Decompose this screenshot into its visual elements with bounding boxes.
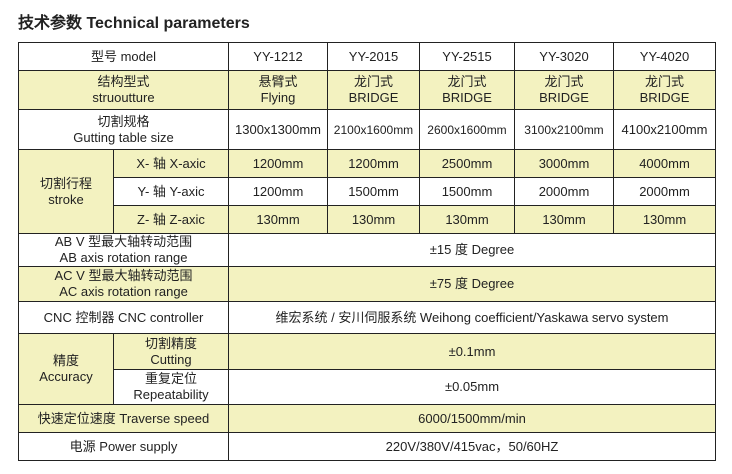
- label-en: AC axis rotation range: [59, 284, 188, 299]
- stroke-z-label: Z- 轴 Z-axic: [113, 205, 229, 234]
- stroke-y-label: Y- 轴 Y-axic: [113, 177, 229, 206]
- table-size-label: 切割规格 Gutting table size: [18, 109, 229, 150]
- label-en: Accuracy: [39, 369, 93, 384]
- stroke-y-4: 2000mm: [514, 177, 614, 206]
- row-power: 电源 Power supply 220V/380V/415vac，50/60HZ: [18, 432, 716, 461]
- label-cn: 结构型式: [97, 74, 150, 89]
- stroke-label: 切割行程 stroke: [18, 149, 114, 234]
- label-en: struoutture: [92, 90, 155, 105]
- row-model: 型号 model YY-1212 YY-2015 YY-2515 YY-3020…: [18, 42, 716, 71]
- stroke-y-3: 1500mm: [419, 177, 515, 206]
- structure-2: 龙门式 BRIDGE: [327, 70, 420, 110]
- row-stroke-x: 切割行程 stroke X- 轴 X-axic 1200mm 1200mm 250…: [18, 149, 716, 234]
- ac-value: ±75 度 Degree: [228, 266, 716, 302]
- table-size-4: 3100x2100mm: [514, 109, 614, 150]
- label-cn: 重复定位: [144, 371, 197, 386]
- model-2: YY-2015: [327, 42, 420, 71]
- stroke-x-2: 1200mm: [327, 149, 420, 178]
- row-table-size: 切割规格 Gutting table size 1300x1300mm 2100x…: [18, 109, 716, 150]
- row-traverse: 快速定位速度 Traverse speed 6000/1500mm/min: [18, 404, 716, 433]
- label-en: Gutting table size: [73, 129, 174, 145]
- stroke-y-2: 1500mm: [327, 177, 420, 206]
- cnc-value: 维宏系统 / 安川伺服系统 Weihong coefficient/Yaskaw…: [228, 301, 716, 334]
- row-structure: 结构型式 struoutture 悬臂式 Flying 龙门式 BRIDGE 龙门式 B…: [18, 70, 716, 110]
- row-cnc: CNC 控制器 CNC controller 维宏系统 / 安川伺服系统 Wei…: [18, 301, 716, 334]
- label-cn: 精度: [52, 353, 79, 368]
- cnc-label: CNC 控制器 CNC controller: [18, 301, 229, 334]
- row-stroke-y: Y- 轴 Y-axic 1200mm 1500mm 1500mm 2000mm …: [19, 177, 716, 206]
- en: BRIDGE: [442, 90, 492, 105]
- label-cn: 切割精度: [144, 335, 197, 351]
- structure-4: 龙门式 BRIDGE: [514, 70, 614, 110]
- label-en: AB axis rotation range: [59, 250, 188, 265]
- power-label: 电源 Power supply: [18, 432, 229, 461]
- row-stroke-z: Z- 轴 Z-axic 130mm 130mm 130mm 130mm 130m…: [19, 205, 716, 234]
- row-ac: AC V 型最大轴转动范围 AC axis rotation range ±75 …: [18, 266, 716, 302]
- label-en: Cutting: [150, 351, 192, 367]
- label-cn: 切割行程: [39, 175, 92, 191]
- cn: 龙门式: [644, 74, 684, 89]
- cn: 龙门式: [353, 74, 393, 89]
- row-ab: AB V 型最大轴转动范围 AB axis rotation range ±15 …: [18, 233, 716, 267]
- en: BRIDGE: [348, 90, 399, 105]
- structure-3: 龙门式 BRIDGE: [419, 70, 515, 110]
- repeatability-label: 重复定位 Repeatability: [113, 369, 229, 405]
- en: BRIDGE: [639, 90, 690, 105]
- table-size-2: 2100x1600mm: [327, 109, 420, 150]
- traverse-value: 6000/1500mm/min: [228, 404, 716, 433]
- stroke-y-1: 1200mm: [228, 177, 328, 206]
- label-en: stroke: [48, 191, 84, 207]
- power-value: 220V/380V/415vac，50/60HZ: [228, 432, 716, 461]
- label-cn: AB V 型最大轴转动范围: [54, 234, 193, 250]
- table-size-3: 2600x1600mm: [419, 109, 515, 150]
- stroke-x-3: 2500mm: [419, 149, 515, 178]
- stroke-z-5: 130mm: [613, 205, 716, 234]
- stroke-z-2: 130mm: [327, 205, 420, 234]
- stroke-z-3: 130mm: [419, 205, 515, 234]
- en: Flying: [260, 90, 296, 105]
- cn: 龙门式: [447, 74, 487, 89]
- ac-label: AC V 型最大轴转动范围 AC axis rotation range: [18, 266, 229, 302]
- stroke-x-label: X- 轴 X-axic: [113, 149, 229, 178]
- label-cn: AC V 型最大轴转动范围: [54, 268, 193, 283]
- ab-label: AB V 型最大轴转动范围 AB axis rotation range: [18, 233, 229, 267]
- cutting-accuracy-value: ±0.1mm: [228, 333, 716, 370]
- stroke-z-1: 130mm: [228, 205, 328, 234]
- label-en: Repeatability: [133, 387, 209, 402]
- model-5: YY-4020: [613, 42, 716, 71]
- page-title: 技术参数 Technical parameters: [18, 15, 250, 32]
- row-accuracy-cutting: 精度 Accuracy 切割精度 Cutting ±0.1mm: [18, 333, 716, 405]
- spec-table: 型号 model YY-1212 YY-2015 YY-2515 YY-3020…: [18, 42, 716, 461]
- en: BRIDGE: [539, 90, 589, 105]
- model-label: 型号 model: [18, 42, 229, 71]
- label-cn: 切割规格: [97, 113, 150, 129]
- traverse-label: 快速定位速度 Traverse speed: [18, 404, 229, 433]
- structure-label: 结构型式 struoutture: [18, 70, 229, 110]
- model-4: YY-3020: [514, 42, 614, 71]
- table-size-1: 1300x1300mm: [228, 109, 328, 150]
- stroke-z-4: 130mm: [514, 205, 614, 234]
- model-1: YY-1212: [228, 42, 328, 71]
- structure-1: 悬臂式 Flying: [228, 70, 328, 110]
- stroke-y-5: 2000mm: [613, 177, 716, 206]
- stroke-x-5: 4000mm: [613, 149, 716, 178]
- row-accuracy-repeat: 重复定位 Repeatability ±0.05mm: [19, 369, 716, 405]
- repeatability-value: ±0.05mm: [228, 369, 716, 405]
- stroke-x-1: 1200mm: [228, 149, 328, 178]
- structure-5: 龙门式 BRIDGE: [613, 70, 716, 110]
- cn: 悬臂式: [258, 74, 298, 89]
- ab-value: ±15 度 Degree: [228, 233, 716, 267]
- cn: 龙门式: [544, 74, 584, 89]
- stroke-x-4: 3000mm: [514, 149, 614, 178]
- table-size-5: 4100x2100mm: [613, 109, 716, 150]
- accuracy-label: 精度 Accuracy: [18, 333, 114, 405]
- model-3: YY-2515: [419, 42, 515, 71]
- cutting-accuracy-label: 切割精度 Cutting: [113, 333, 229, 370]
